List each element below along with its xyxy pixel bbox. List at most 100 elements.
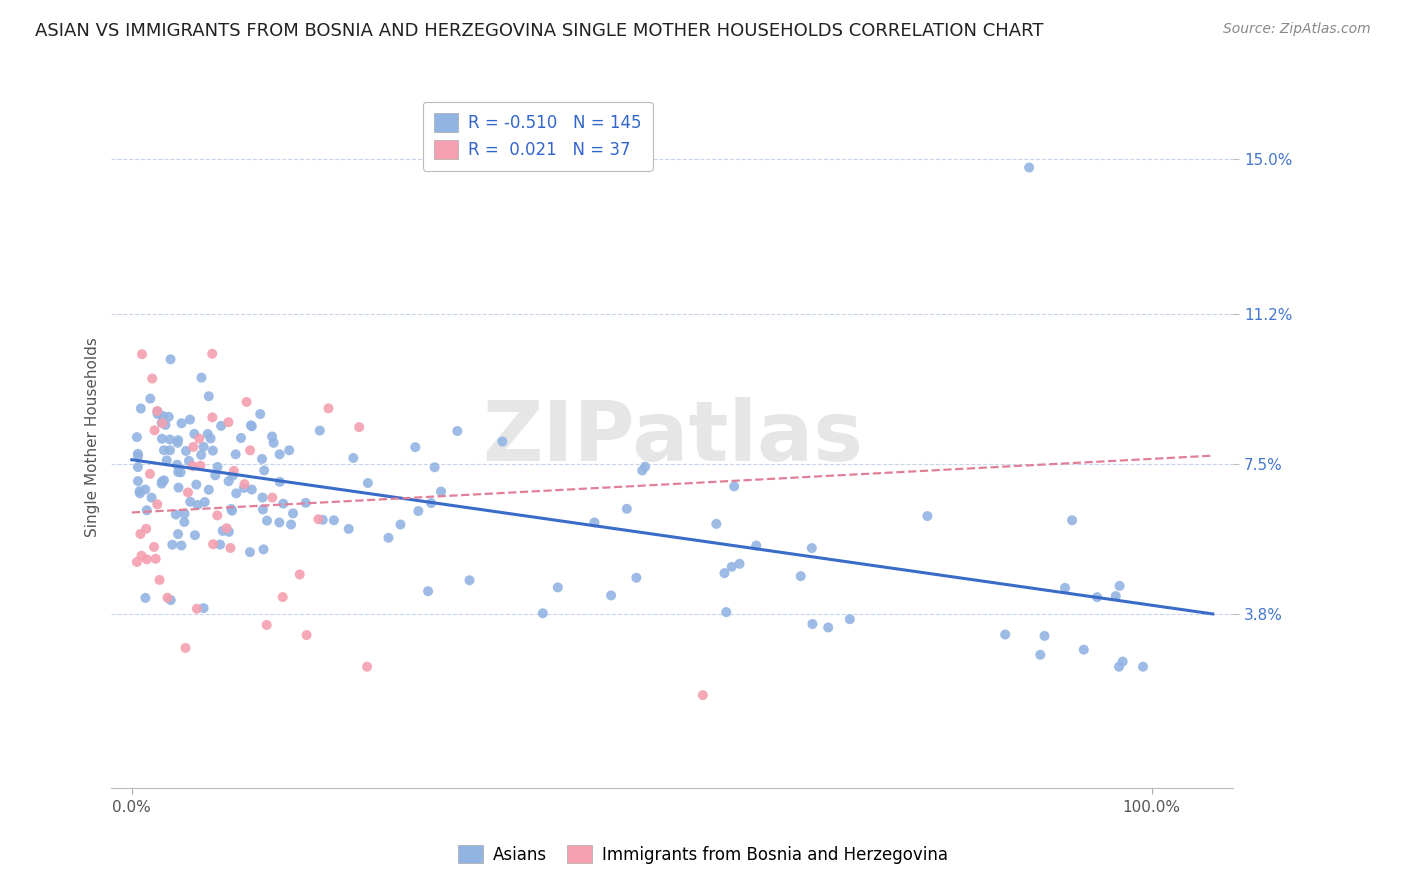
Point (125, 555, 148, 569)
Point (416, 584, 439, 599)
Text: ZIPatlas: ZIPatlas (482, 397, 863, 478)
Point (312, 513, 335, 527)
Point (186, 601, 208, 615)
Point (170, 539, 193, 553)
Point (322, 513, 344, 527)
Point (239, 545, 262, 559)
Point (269, 516, 291, 530)
Point (179, 412, 201, 426)
Point (201, 443, 224, 458)
Point (280, 517, 302, 532)
Point (249, 407, 271, 421)
Point (170, 416, 193, 430)
Point (157, 409, 180, 424)
Point (994, 627, 1017, 641)
Point (131, 549, 153, 563)
Point (183, 440, 205, 454)
Point (173, 507, 195, 521)
Point (337, 522, 360, 536)
Point (150, 475, 173, 489)
Point (404, 440, 426, 454)
Point (423, 460, 446, 475)
Point (141, 491, 163, 505)
Point (801, 617, 824, 632)
Point (252, 491, 274, 505)
Point (723, 479, 745, 493)
Point (190, 448, 212, 462)
Point (201, 347, 224, 361)
Point (150, 476, 173, 491)
Point (583, 516, 606, 530)
Point (430, 484, 453, 499)
Point (917, 509, 939, 524)
Point (165, 508, 187, 522)
Point (129, 486, 152, 500)
Point (253, 463, 276, 477)
Point (197, 427, 219, 442)
Point (135, 503, 157, 517)
Point (167, 481, 190, 495)
Point (211, 524, 233, 538)
Point (146, 404, 169, 418)
Point (221, 504, 243, 518)
Point (127, 474, 149, 488)
Point (186, 477, 208, 491)
Point (420, 496, 443, 510)
Point (155, 417, 177, 432)
Point (202, 537, 225, 551)
Point (143, 423, 166, 437)
Point (190, 458, 212, 473)
Point (225, 486, 247, 500)
Point (217, 415, 239, 429)
Point (347, 420, 370, 434)
Point (458, 574, 481, 588)
Point (239, 443, 262, 458)
Point (194, 495, 217, 509)
Point (177, 454, 200, 468)
Point (1085, 590, 1108, 604)
Point (1033, 629, 1056, 643)
Y-axis label: Single Mother Households: Single Mother Households (86, 337, 100, 537)
Point (233, 481, 256, 495)
Point (207, 508, 229, 523)
Point (408, 504, 430, 518)
Point (179, 495, 201, 509)
Point (127, 460, 149, 475)
Point (692, 688, 714, 702)
Point (152, 409, 174, 423)
Point (218, 524, 240, 539)
Point (713, 566, 735, 581)
Text: Source: ZipAtlas.com: Source: ZipAtlas.com (1223, 22, 1371, 37)
Point (153, 443, 176, 458)
Point (174, 640, 197, 655)
Point (281, 507, 304, 521)
Point (162, 538, 184, 552)
Point (146, 497, 169, 511)
Point (167, 433, 190, 447)
Point (159, 352, 181, 367)
Point (219, 541, 242, 555)
Point (166, 435, 188, 450)
Point (240, 419, 263, 434)
Point (139, 467, 162, 481)
Point (356, 659, 378, 673)
Point (183, 426, 205, 441)
Point (225, 447, 247, 461)
Point (159, 433, 181, 447)
Point (342, 450, 364, 465)
Point (1108, 579, 1130, 593)
Point (141, 371, 163, 385)
Point (222, 464, 245, 478)
Point (145, 551, 167, 566)
Point (240, 483, 263, 497)
Point (295, 628, 318, 642)
Point (153, 473, 176, 487)
Point (262, 491, 284, 505)
Point (239, 418, 262, 433)
Point (222, 468, 245, 483)
Point (1105, 589, 1128, 603)
Point (491, 434, 513, 449)
Point (252, 542, 274, 557)
Point (288, 567, 311, 582)
Point (626, 571, 648, 585)
